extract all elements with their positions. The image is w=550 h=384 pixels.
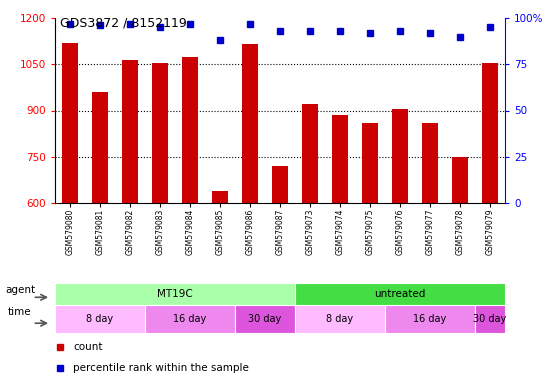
Bar: [362, 123, 378, 203]
Text: untreated: untreated: [375, 289, 426, 299]
Bar: [482, 63, 498, 203]
Bar: [145, 305, 235, 333]
Bar: [392, 109, 408, 203]
Bar: [242, 44, 258, 203]
Text: 8 day: 8 day: [327, 314, 354, 324]
Bar: [212, 191, 228, 203]
Bar: [92, 92, 108, 203]
Bar: [422, 123, 438, 203]
Bar: [475, 305, 505, 333]
Text: 16 day: 16 day: [414, 314, 447, 324]
Bar: [235, 305, 295, 333]
Text: time: time: [8, 307, 31, 317]
Bar: [55, 305, 145, 333]
Bar: [452, 157, 468, 203]
Bar: [62, 43, 78, 203]
Bar: [385, 305, 475, 333]
Bar: [152, 63, 168, 203]
Bar: [182, 56, 198, 203]
Text: MT19C: MT19C: [157, 289, 193, 299]
Text: count: count: [73, 342, 102, 352]
Text: percentile rank within the sample: percentile rank within the sample: [73, 363, 249, 373]
Bar: [122, 60, 138, 203]
Text: GDS3872 / 8152119: GDS3872 / 8152119: [60, 16, 187, 29]
Bar: [55, 283, 295, 305]
Bar: [272, 166, 288, 203]
Bar: [332, 115, 348, 203]
Text: 8 day: 8 day: [86, 314, 113, 324]
Text: 16 day: 16 day: [173, 314, 207, 324]
Bar: [295, 283, 505, 305]
Text: 30 day: 30 day: [249, 314, 282, 324]
Bar: [295, 305, 385, 333]
Text: 30 day: 30 day: [474, 314, 507, 324]
Bar: [302, 104, 318, 203]
Text: agent: agent: [5, 285, 35, 295]
